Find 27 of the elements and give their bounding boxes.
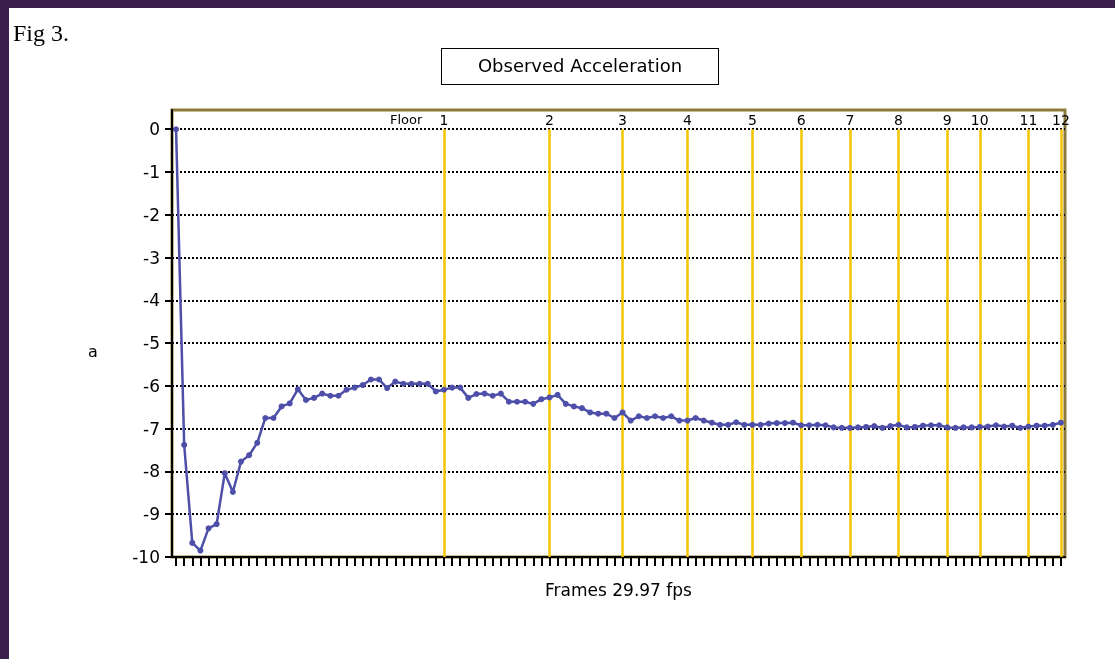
x-tick-label: 11 — [1019, 112, 1038, 128]
x-tick-label: 6 — [796, 112, 806, 128]
y-tick-label: -5 — [143, 333, 160, 354]
y-tick-label: -3 — [143, 247, 160, 268]
x-tick-label: 3 — [618, 112, 628, 128]
x-tick-label: 10 — [970, 112, 989, 128]
y-tick-label: -9 — [143, 504, 160, 525]
y-tick-label: -1 — [143, 162, 160, 183]
annotation: Floor — [390, 112, 423, 127]
chart-title: Observed Acceleration — [441, 48, 719, 85]
x-tick-label: 1 — [439, 112, 449, 128]
y-tick-label: -10 — [132, 547, 160, 567]
y-tick-label: 0 — [149, 119, 160, 140]
y-tick-label: -7 — [143, 418, 160, 439]
y-tick-label: -8 — [143, 461, 160, 482]
x-tick-label: 4 — [683, 112, 693, 128]
y-tick-label: -6 — [143, 375, 160, 396]
x-axis-title: Frames 29.97 fps — [545, 579, 693, 600]
x-tick-label: 7 — [845, 112, 855, 128]
x-tick-label: 5 — [747, 112, 757, 128]
caption: Fig 3. — [13, 20, 70, 47]
y-tick-label: -4 — [143, 290, 160, 311]
x-tick-label: 9 — [942, 112, 952, 128]
x-tick-label: 2 — [545, 112, 554, 128]
y-tick-label: -2 — [143, 204, 160, 225]
y-axis-title: a — [88, 341, 98, 361]
x-tick-label: 8 — [894, 112, 904, 128]
